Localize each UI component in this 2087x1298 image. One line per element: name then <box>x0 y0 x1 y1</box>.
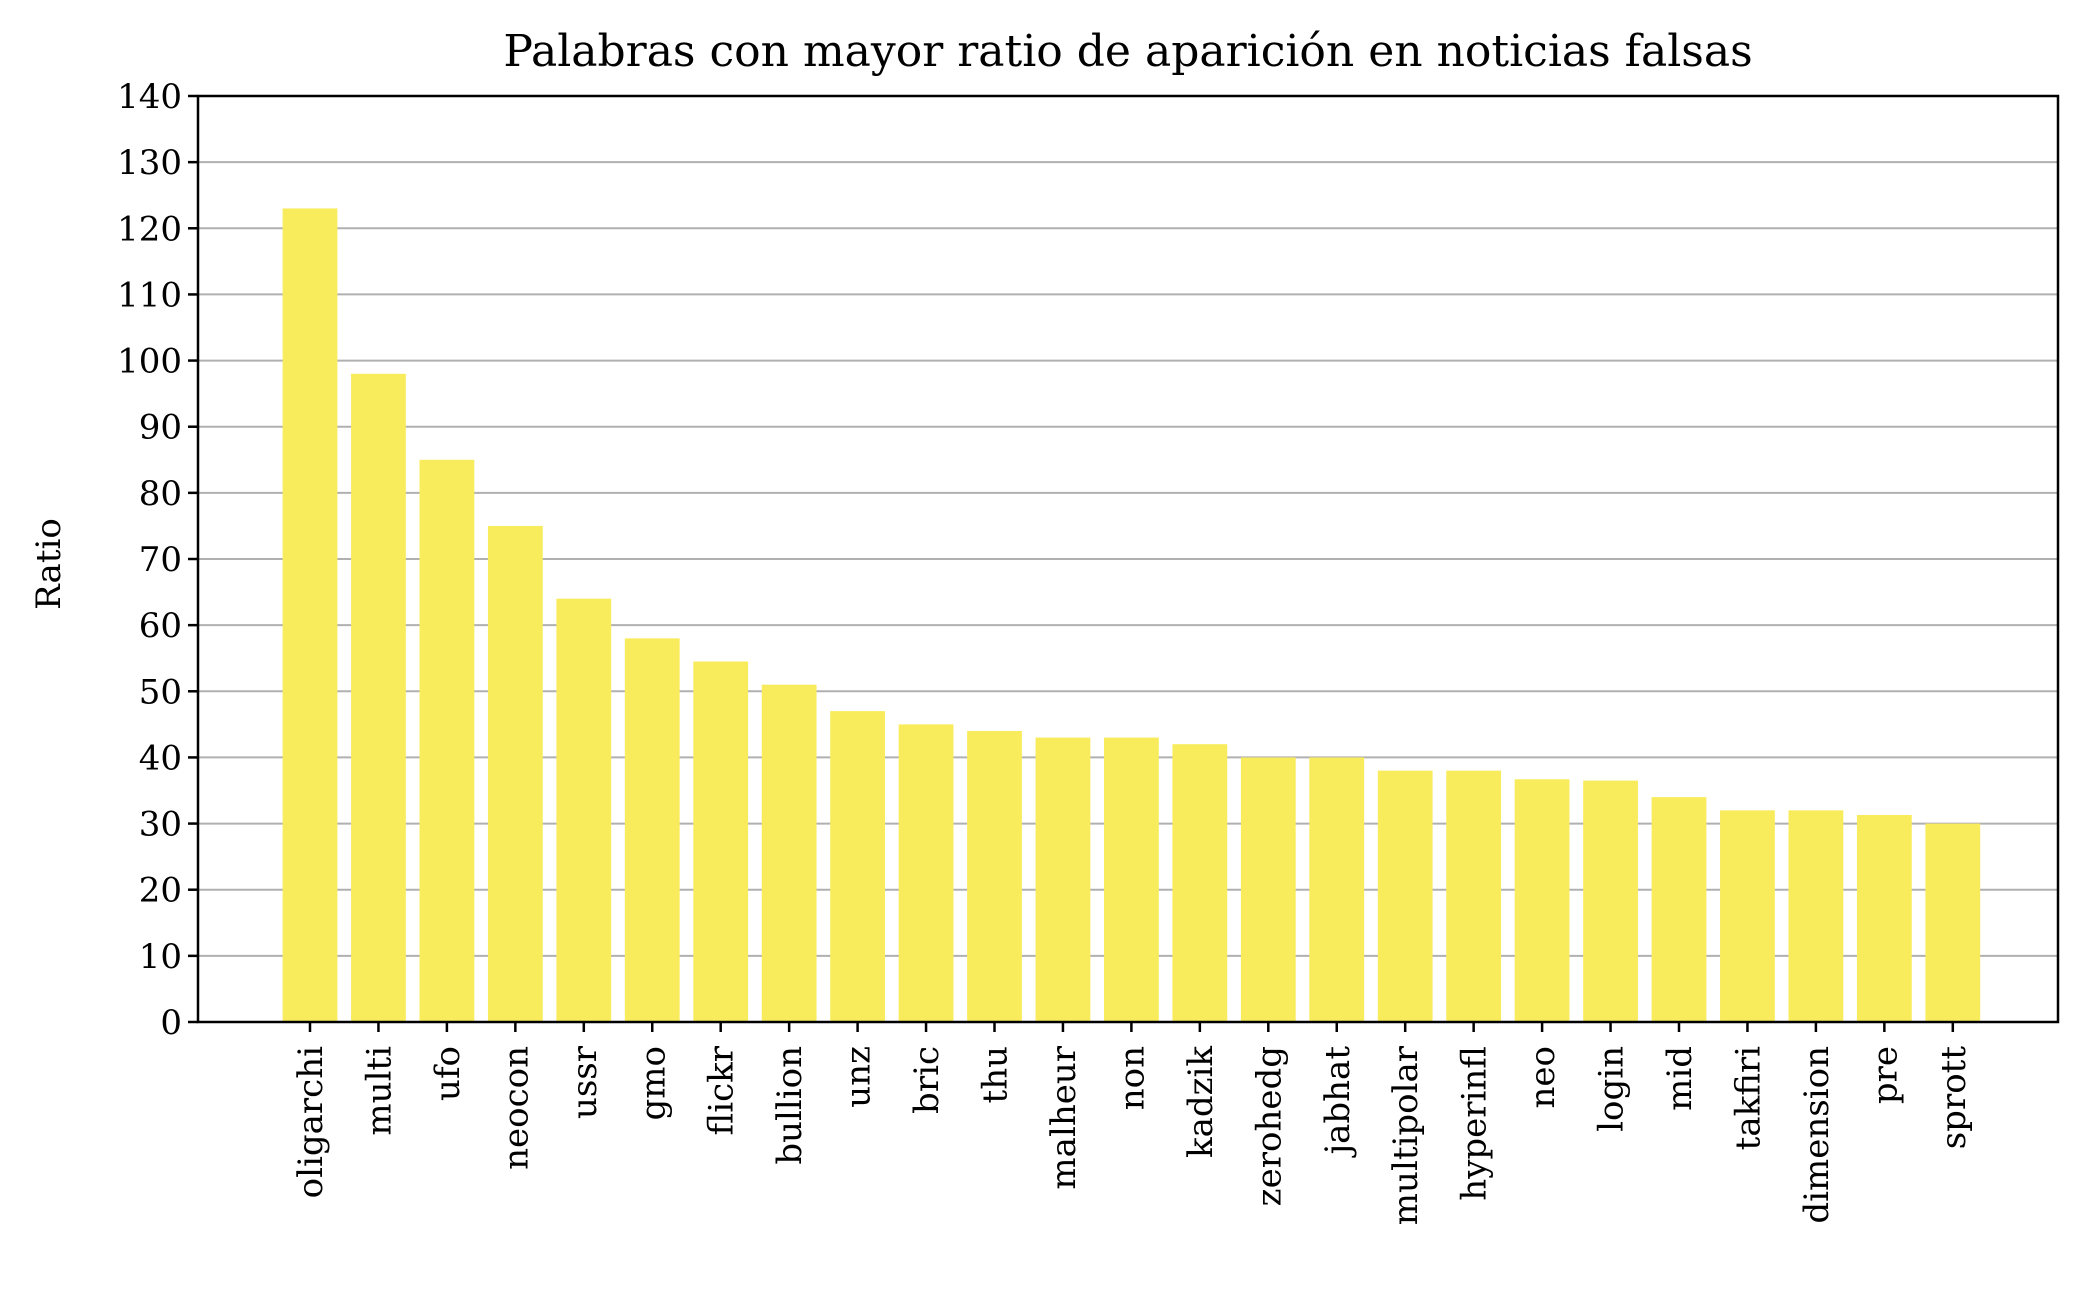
y-tick-label: 140 <box>117 77 182 117</box>
y-tick-label: 10 <box>139 937 182 977</box>
bar-multipolar <box>1377 770 1433 1022</box>
y-tick-label: 60 <box>139 606 182 646</box>
y-axis-ticks: 0 10 20 30 40 50 60 70 80 90 100 110 120 130 140 <box>117 77 198 1043</box>
y-tick-label: 80 <box>139 474 182 514</box>
x-tick-label-gmo: gmo <box>633 1046 673 1120</box>
x-tick-label-zerohedg: zerohedg <box>1249 1046 1289 1206</box>
bars <box>282 208 1981 1022</box>
bar-dimension <box>1788 810 1844 1022</box>
bar-jabhat <box>1309 757 1365 1022</box>
x-tick-label-ufo: ufo <box>428 1046 468 1101</box>
bar-thu <box>967 730 1022 1022</box>
bar-non <box>1104 737 1159 1022</box>
bar-kadzik <box>1172 744 1228 1022</box>
x-tick-label-jabhat: jabhat <box>1318 1046 1358 1159</box>
x-tick-label-dimension: dimension <box>1797 1046 1837 1224</box>
x-axis-ticks: oligarchi multi ufo neocon ussr gmo flickr bull… <box>291 1022 1974 1225</box>
x-tick-label-login: login <box>1592 1046 1632 1132</box>
x-tick-label-ussr: ussr <box>565 1045 605 1119</box>
bar-flickr <box>693 661 749 1022</box>
x-tick-label-non: non <box>1112 1046 1152 1110</box>
y-tick-label: 50 <box>139 672 182 712</box>
bar-oligarchi <box>282 208 338 1022</box>
y-tick-label: 40 <box>139 738 182 778</box>
bar-multi <box>351 373 406 1022</box>
bar-bric <box>898 724 954 1022</box>
x-tick-label-thu: thu <box>976 1046 1016 1103</box>
bar-bullion <box>761 684 817 1022</box>
y-tick-label: 20 <box>139 871 182 911</box>
x-tick-label-malheur: malheur <box>1044 1045 1084 1189</box>
bar-unz <box>830 711 885 1022</box>
bar-malheur <box>1035 737 1091 1022</box>
bar-takfiri <box>1720 810 1775 1022</box>
x-tick-label-neo: neo <box>1523 1046 1563 1109</box>
bar-mid <box>1651 797 1707 1022</box>
bar-pre <box>1856 814 1912 1022</box>
bar-login <box>1583 780 1638 1022</box>
x-tick-label-bric: bric <box>907 1046 947 1114</box>
x-tick-label-flickr: flickr <box>702 1045 742 1135</box>
x-tick-label-multipolar: multipolar <box>1386 1045 1426 1225</box>
x-tick-label-pre: pre <box>1865 1046 1905 1104</box>
y-tick-label: 30 <box>139 805 182 845</box>
y-tick-label: 100 <box>117 342 182 382</box>
y-tick-label: 130 <box>117 143 182 183</box>
x-tick-label-multi: multi <box>359 1046 399 1136</box>
x-tick-label-neocon: neocon <box>496 1046 536 1170</box>
bar-hyperinfl <box>1446 770 1502 1022</box>
bar-ufo <box>419 459 475 1022</box>
x-tick-label-hyperinfl: hyperinfl <box>1455 1046 1495 1201</box>
chart-title: Palabras con mayor ratio de aparición en… <box>503 26 1752 77</box>
x-tick-label-oligarchi: oligarchi <box>291 1046 331 1198</box>
y-axis-label: Ratio <box>29 518 69 610</box>
x-tick-label-takfiri: takfiri <box>1728 1046 1768 1150</box>
bar-sprott <box>1925 823 1981 1022</box>
y-tick-label: 0 <box>160 1003 182 1043</box>
x-tick-label-mid: mid <box>1660 1046 1700 1111</box>
y-tick-label: 110 <box>117 275 182 315</box>
y-tick-label: 70 <box>139 540 182 580</box>
y-tick-label: 120 <box>117 209 182 249</box>
x-tick-label-unz: unz <box>839 1046 879 1108</box>
x-tick-label-kadzik: kadzik <box>1181 1046 1221 1158</box>
bar-neocon <box>487 525 543 1022</box>
x-tick-label-bullion: bullion <box>770 1046 810 1165</box>
bar-ussr <box>556 598 612 1022</box>
bar-neo <box>1514 779 1570 1022</box>
bar-gmo <box>624 638 680 1022</box>
bar-zerohedg <box>1240 757 1296 1022</box>
x-tick-label-sprott: sprott <box>1934 1046 1974 1150</box>
y-tick-label: 90 <box>139 408 182 448</box>
